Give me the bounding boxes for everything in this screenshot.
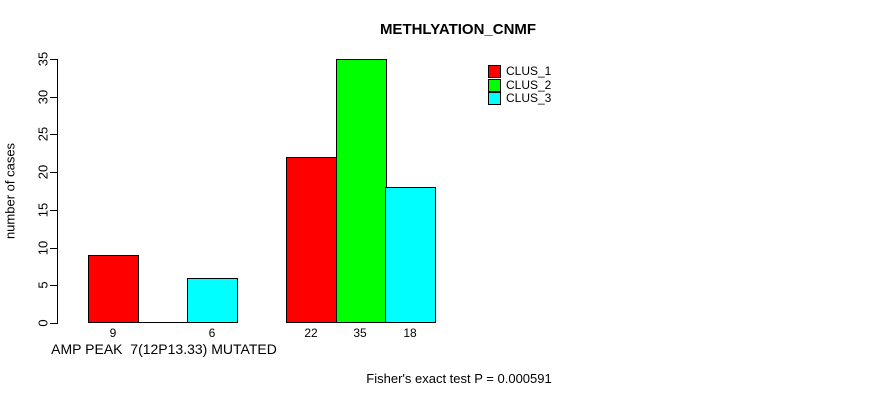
bar-value-label: 18 [403,326,417,340]
bar-value-label: 22 [304,326,318,340]
y-tick-mark [50,248,57,249]
bar-clus_3 [385,187,436,323]
y-tick-label: 5 [35,281,51,289]
bar-clus_3 [187,278,238,323]
y-tick-mark [50,172,57,173]
legend-swatch-clus_2 [488,79,501,92]
y-tick-mark [50,323,57,324]
y-axis-line [57,59,58,324]
y-tick-label: 20 [35,164,51,180]
y-tick-label: 15 [35,202,51,218]
bar-value-label: 9 [109,326,117,340]
bar-clus_2 [336,59,387,323]
y-tick-mark [50,59,57,60]
y-axis-label: number of cases [2,142,18,240]
x-axis-label: AMP PEAK 7(12P13.33) MUTATED [51,341,277,357]
bar-clus_2-zero [138,322,188,323]
y-tick-label: 0 [35,319,51,327]
legend-swatch-clus_3 [488,92,501,105]
y-tick-label: 30 [35,89,51,105]
y-tick-mark [50,97,57,98]
y-tick-label: 35 [35,51,51,67]
legend-swatch-clus_1 [488,65,501,78]
legend-label-clus_3: CLUS_3 [506,91,552,105]
bar-clus_1 [286,157,337,323]
y-tick-mark [50,285,57,286]
y-tick-label: 10 [35,240,51,256]
bar-clus_1 [88,255,139,323]
legend-label-clus_1: CLUS_1 [506,64,552,78]
bar-value-label: 35 [353,326,367,340]
y-tick-label: 25 [35,126,51,142]
legend-label-clus_2: CLUS_2 [506,78,552,92]
y-tick-mark [50,210,57,211]
chart-title: METHLYATION_CNMF [379,21,537,38]
y-tick-mark [50,134,57,135]
bar-value-label: 6 [208,326,216,340]
annotation-fishers-test: Fisher's exact test P = 0.000591 [366,371,552,386]
